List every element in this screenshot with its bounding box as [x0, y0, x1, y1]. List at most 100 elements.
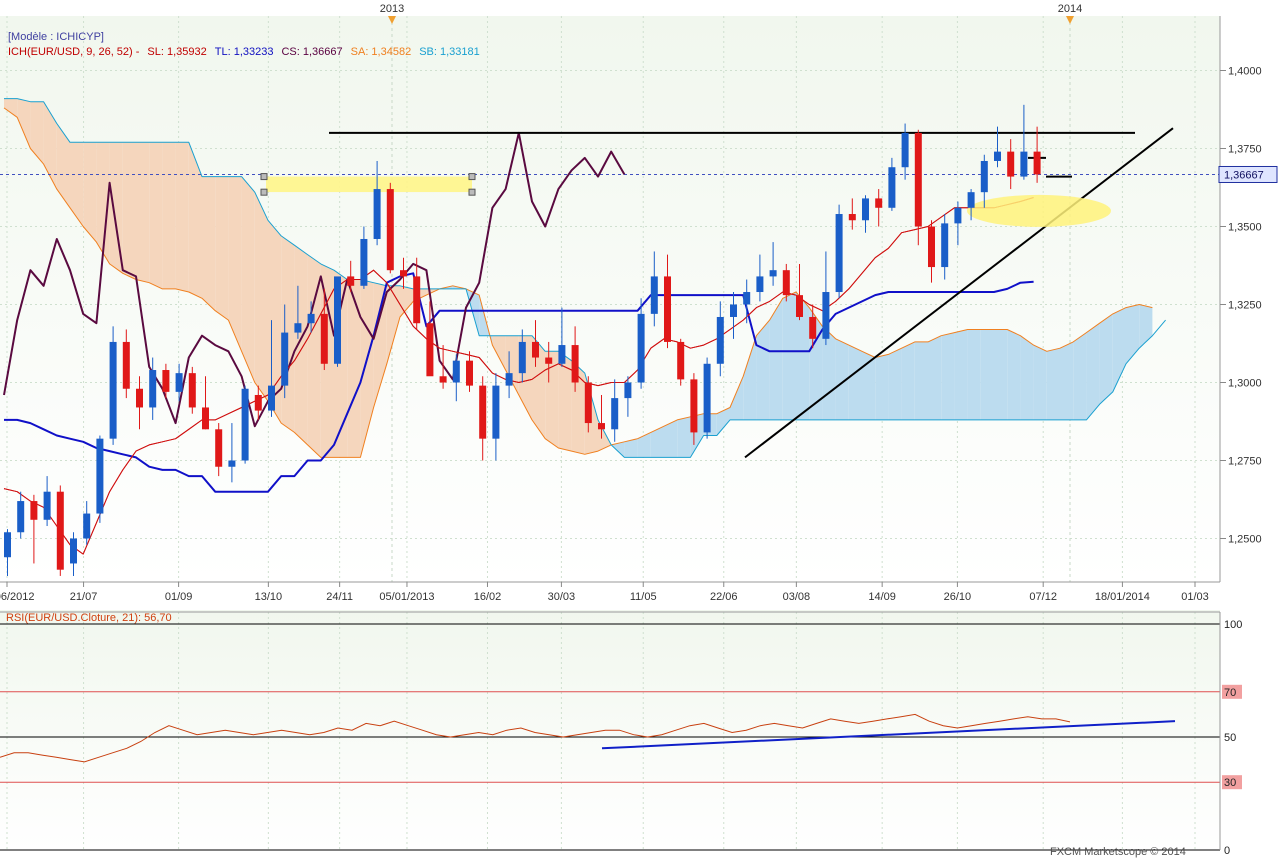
candle-body	[360, 238, 368, 286]
candle-body	[980, 160, 988, 193]
kijun-sen-line	[4, 272, 1034, 493]
cloud-segment	[294, 245, 308, 445]
candle	[373, 160, 381, 246]
candle-body	[822, 292, 830, 339]
time-tick-label: 11/05	[630, 591, 657, 603]
candle-body	[888, 167, 896, 208]
candle	[1020, 104, 1028, 180]
candle-body	[1020, 151, 1028, 177]
candle	[56, 485, 64, 576]
cloud-segment	[56, 123, 70, 208]
legend-entry: SA: 1,34582	[350, 46, 412, 58]
candle-body	[835, 214, 843, 293]
candle-body	[466, 360, 473, 386]
cloud-segment	[122, 142, 136, 280]
cloud-segment	[664, 419, 678, 458]
time-tick-label: 30/03	[548, 591, 576, 603]
candle	[782, 263, 790, 302]
price-tick-label: 1,3000	[1228, 378, 1262, 390]
candle-body	[413, 276, 421, 324]
candle-body	[307, 313, 315, 324]
candle-body	[241, 388, 249, 461]
candle-body	[228, 460, 236, 467]
time-tick-label: 26/10	[944, 591, 972, 603]
cloud-segment	[875, 354, 889, 420]
candle-body	[598, 423, 605, 430]
cloud-segment	[928, 335, 942, 420]
cloud-segment	[188, 142, 202, 299]
drawing-handle	[260, 173, 268, 181]
drawing-handle	[260, 188, 268, 196]
candle	[492, 373, 500, 461]
candle-body	[109, 341, 117, 439]
candle	[294, 285, 302, 339]
candle-body	[690, 379, 698, 433]
trend-line	[744, 127, 1174, 459]
candle-body	[914, 132, 922, 227]
legend-entry: ICH(EUR/USD, 9, 26, 52) -	[8, 46, 140, 58]
cloud-segment	[175, 142, 189, 293]
cloud-segment	[254, 192, 268, 402]
candle	[466, 351, 473, 392]
candle-body	[492, 385, 500, 439]
candle	[215, 423, 223, 477]
cloud-segment	[862, 351, 876, 420]
cloud-segment	[83, 142, 97, 243]
year-marker-triangle	[388, 16, 396, 24]
candle	[558, 307, 566, 367]
cloud-segment	[215, 176, 229, 321]
legend-entry: SB: 1,33181	[419, 46, 480, 58]
candle-body	[215, 429, 223, 467]
time-tick-label: 18/01/2014	[1095, 591, 1150, 603]
cloud-segment	[17, 98, 31, 149]
user-drawings[interactable]	[260, 127, 1174, 459]
senkou-span-a-line	[3, 107, 1153, 458]
candle-body	[268, 385, 275, 411]
highlight-ellipse	[967, 194, 1111, 227]
candle-body	[756, 276, 764, 293]
candle	[914, 129, 922, 246]
candle	[611, 379, 619, 442]
candle	[888, 157, 896, 211]
price-tick-label: 1,2500	[1228, 534, 1262, 546]
candle	[413, 257, 421, 330]
price-tick-label: 1,3500	[1228, 222, 1262, 234]
legend-entry: CS: 1,36667	[281, 46, 343, 58]
candle	[954, 201, 962, 246]
price-tick-label: 1,3750	[1228, 144, 1262, 156]
time-tick-label: 21/07	[70, 591, 98, 603]
candle	[928, 220, 935, 283]
candle	[690, 373, 698, 445]
candle-body	[373, 189, 381, 239]
time-tick-label: 03/08	[783, 591, 811, 603]
cloud-segment	[848, 345, 862, 420]
price-tick-label: 1,2750	[1228, 456, 1262, 468]
cloud-segment	[1086, 323, 1100, 420]
candle	[941, 214, 949, 280]
rsi-level-label: 0	[1224, 845, 1230, 857]
candle-body	[532, 341, 539, 358]
senkou-span-b-line	[4, 98, 1166, 458]
cloud-segment	[228, 176, 242, 352]
cloud-segment	[782, 292, 796, 420]
candle-body	[479, 385, 487, 439]
candle-body	[967, 192, 975, 208]
time-tick-label: 01/03	[1181, 591, 1209, 603]
candle	[320, 288, 328, 371]
time-axis-background	[0, 582, 1279, 610]
candle	[228, 423, 236, 483]
candle-body	[254, 394, 262, 411]
candle	[202, 376, 209, 430]
candle-body	[941, 223, 949, 268]
cloud-segment	[347, 279, 361, 458]
cloud-segment	[914, 341, 928, 420]
candle	[439, 345, 447, 389]
rsi-level-label: 70	[1224, 687, 1236, 699]
candle-body	[769, 270, 777, 277]
candle-body	[637, 313, 645, 383]
candle-body	[43, 491, 51, 520]
grid	[0, 16, 1220, 850]
candle	[122, 329, 130, 399]
